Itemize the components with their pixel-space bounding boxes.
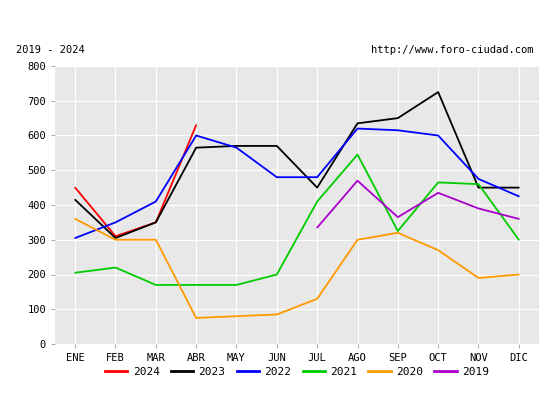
Text: http://www.foro-ciudad.com: http://www.foro-ciudad.com [371,45,534,55]
Text: Evolucion Nº Turistas Extranjeros en el municipio de Aracena: Evolucion Nº Turistas Extranjeros en el … [13,12,537,26]
Legend: 2024, 2023, 2022, 2021, 2020, 2019: 2024, 2023, 2022, 2021, 2020, 2019 [101,362,493,382]
Text: 2019 - 2024: 2019 - 2024 [16,45,85,55]
